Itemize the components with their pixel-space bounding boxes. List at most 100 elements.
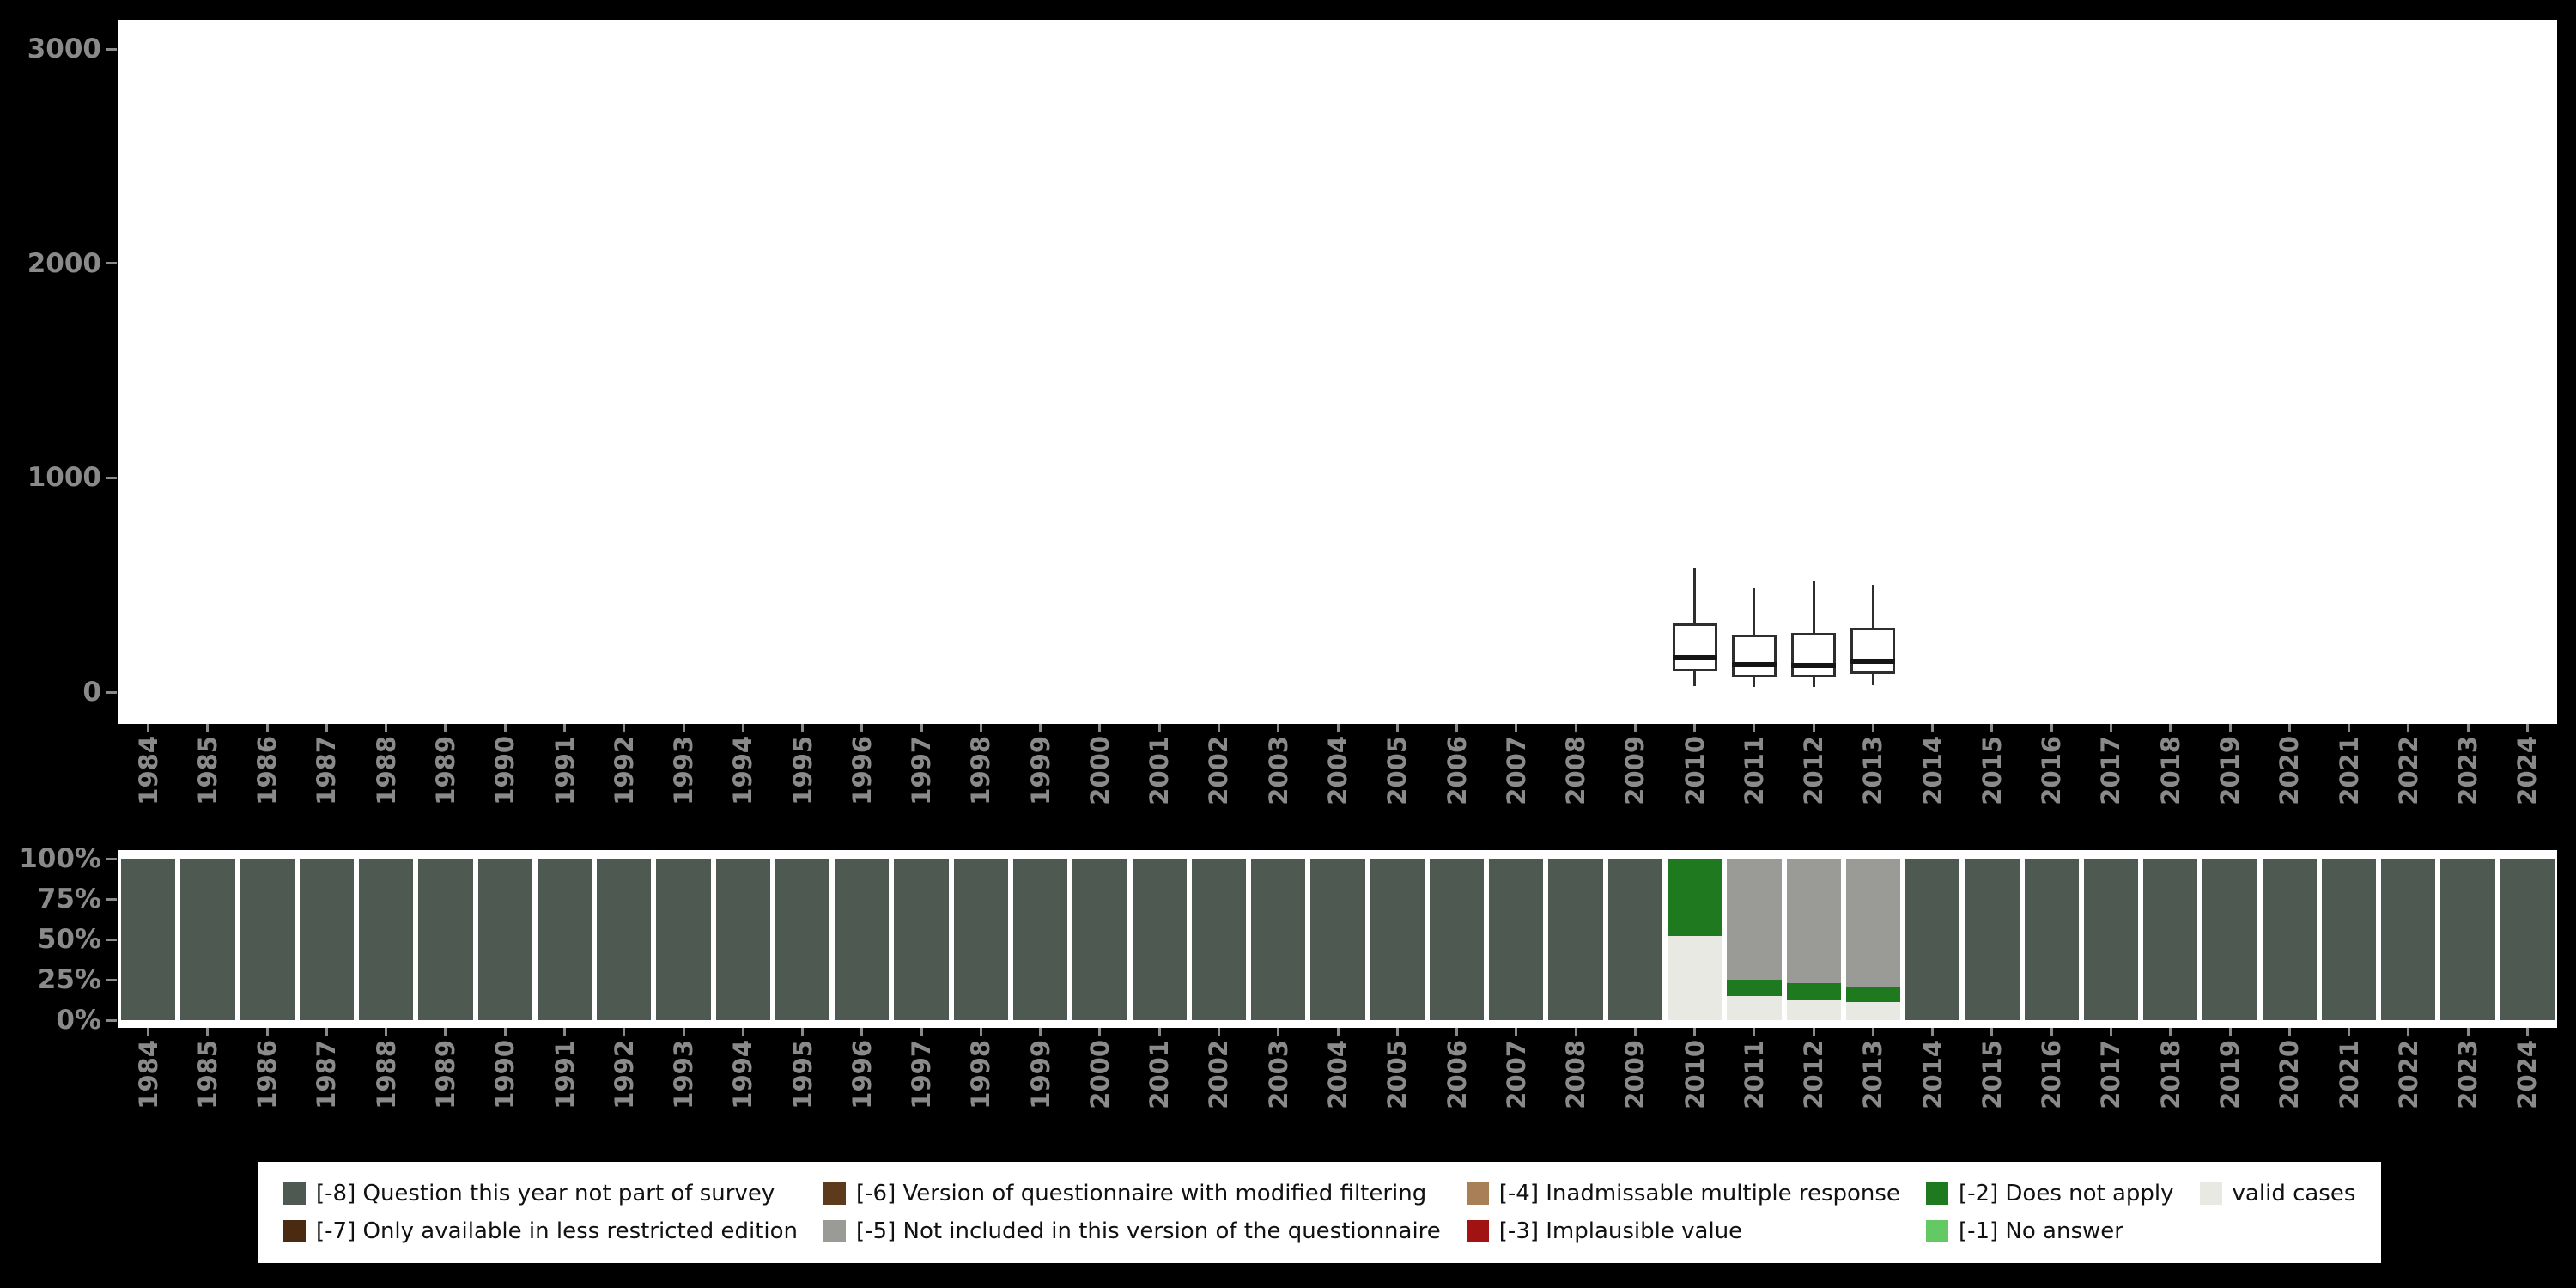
- year-axis-top-tick: [1515, 724, 1518, 732]
- legend-item-neg4: [-4] Inadmissable multiple response: [1466, 1181, 1900, 1206]
- legend-item-neg3: [-3] Implausible value: [1466, 1218, 1900, 1244]
- year-axis-top-tick: [2287, 724, 2291, 732]
- year-axis-bottom-tick: [1574, 1028, 1577, 1036]
- year-axis-bottom-tick: [206, 1028, 210, 1036]
- bar-2015: [1965, 850, 2020, 1028]
- legend-swatch-neg7: [283, 1220, 306, 1242]
- year-axis-bottom-tick: [1455, 1028, 1459, 1036]
- year-axis-top-tick: [1931, 724, 1935, 732]
- year-axis-top-tick: [2348, 724, 2351, 732]
- bar-2022: [2381, 850, 2436, 1028]
- year-axis-bottom-label: 2014: [1917, 1040, 1947, 1109]
- legend-label: [-1] No answer: [1958, 1218, 2123, 1244]
- year-axis-bottom-label: 1989: [430, 1040, 460, 1109]
- year-axis-top-label: 2021: [2334, 736, 2364, 805]
- bar-segment-neg8: [2024, 859, 2079, 1020]
- legend-item-neg2: [-2] Does not apply: [1925, 1181, 2174, 1206]
- year-axis-bottom-label: 1984: [133, 1040, 163, 1109]
- median-line: [1672, 655, 1717, 661]
- year-axis-top-label: 2024: [2512, 736, 2543, 805]
- bar-segment-neg2: [1786, 982, 1841, 1001]
- year-axis-top-tick: [1455, 724, 1459, 732]
- bar-segment-neg8: [2381, 859, 2436, 1020]
- count-axis-label: 2000: [27, 247, 101, 279]
- year-axis-top-label: 2012: [1799, 736, 1829, 805]
- year-axis-bottom-tick: [1515, 1028, 1518, 1036]
- year-axis-bottom-label: 2018: [2155, 1040, 2185, 1109]
- bar-segment-neg8: [1965, 859, 2020, 1020]
- year-axis-bottom-label: 2000: [1084, 1040, 1115, 1109]
- bar-2006: [1429, 850, 1485, 1028]
- year-axis-top-tick: [1693, 724, 1697, 732]
- year-axis-top-tick: [1812, 724, 1815, 732]
- year-axis-top-tick: [1633, 724, 1637, 732]
- year-axis-top-tick: [2169, 724, 2172, 732]
- year-axis-bottom-tick: [1395, 1028, 1399, 1036]
- year-axis-bottom-tick: [2287, 1028, 2291, 1036]
- bar-segment-neg2: [1845, 987, 1901, 1003]
- legend-label: [-5] Not included in this version of the…: [856, 1218, 1441, 1244]
- legend-item-valid: valid cases: [2199, 1181, 2355, 1206]
- year-axis-top-label: 2009: [1620, 736, 1650, 805]
- bar-segment-valid: [1727, 995, 1782, 1020]
- year-axis-bottom-label: 2024: [2512, 1040, 2543, 1109]
- year-axis-top-label: 1994: [728, 736, 758, 805]
- bar-segment-neg8: [1607, 859, 1662, 1020]
- year-axis-top-label: 2011: [1739, 736, 1769, 805]
- bar-segment-neg5: [1727, 859, 1782, 980]
- legend: [-8] Question this year not part of surv…: [258, 1162, 2382, 1263]
- year-axis-top-tick: [147, 724, 150, 732]
- year-axis-bottom-label: 1993: [669, 1040, 699, 1109]
- year-axis-top-label: 2006: [1442, 736, 1472, 805]
- count-axis-tick: [106, 476, 117, 479]
- year-axis-bottom-tick: [1039, 1028, 1042, 1036]
- legend-item-neg1: [-1] No answer: [1925, 1218, 2174, 1244]
- year-axis-bottom-tick: [2407, 1028, 2410, 1036]
- year-axis-bottom-label: 1985: [192, 1040, 222, 1109]
- bar-1999: [1013, 850, 1068, 1028]
- year-axis-top-label: 1990: [490, 736, 520, 805]
- iqr-box: [1731, 634, 1777, 677]
- year-axis-top-label: 2022: [2393, 736, 2423, 805]
- year-axis-top-label: 1985: [192, 736, 222, 805]
- year-axis-top-label: 2013: [1858, 736, 1888, 805]
- legend-label: [-3] Implausible value: [1498, 1218, 1743, 1244]
- year-axis-bottom-label: 1997: [907, 1040, 937, 1109]
- year-axis-bottom-tick: [444, 1028, 447, 1036]
- bar-segment-valid: [1786, 1000, 1841, 1020]
- year-axis-bottom-label: 1990: [490, 1040, 520, 1109]
- year-axis-bottom-label: 1994: [728, 1040, 758, 1109]
- legend-item-neg6: [-6] Version of questionnaire with modif…: [823, 1181, 1441, 1206]
- legend-swatch-neg3: [1466, 1220, 1489, 1242]
- year-axis-bottom-tick: [325, 1028, 328, 1036]
- year-axis-top-tick: [682, 724, 685, 732]
- year-axis-top-label: 1989: [430, 736, 460, 805]
- year-axis-top-tick: [2228, 724, 2232, 732]
- legend-swatch-neg4: [1466, 1182, 1489, 1205]
- bar-segment-valid: [1845, 1002, 1901, 1020]
- bar-2014: [1905, 850, 1960, 1028]
- year-axis-top-label: 1987: [312, 736, 342, 805]
- year-axis-top-tick: [503, 724, 507, 732]
- year-axis-bottom-label: 2019: [2215, 1040, 2245, 1109]
- bar-segment-neg8: [537, 859, 592, 1020]
- bar-segment-neg2: [1727, 980, 1782, 996]
- year-axis-top-label: 2008: [1561, 736, 1591, 805]
- bar-segment-neg8: [1370, 859, 1425, 1020]
- year-axis-bottom-tick: [1990, 1028, 1994, 1036]
- median-line: [1731, 661, 1777, 667]
- bar-1991: [537, 850, 592, 1028]
- year-axis-top-label: 2010: [1680, 736, 1710, 805]
- year-axis-bottom-label: 2006: [1442, 1040, 1472, 1109]
- bar-2002: [1191, 850, 1247, 1028]
- bar-1994: [715, 850, 770, 1028]
- year-axis-bottom-tick: [1753, 1028, 1756, 1036]
- percent-axis-tick: [106, 938, 117, 941]
- bar-segment-neg8: [418, 859, 473, 1020]
- bar-1987: [299, 850, 355, 1028]
- year-axis-top-tick: [801, 724, 805, 732]
- year-axis-top-tick: [1039, 724, 1042, 732]
- boxplot-panel: [118, 20, 2557, 724]
- year-axis-bottom-tick: [860, 1028, 864, 1036]
